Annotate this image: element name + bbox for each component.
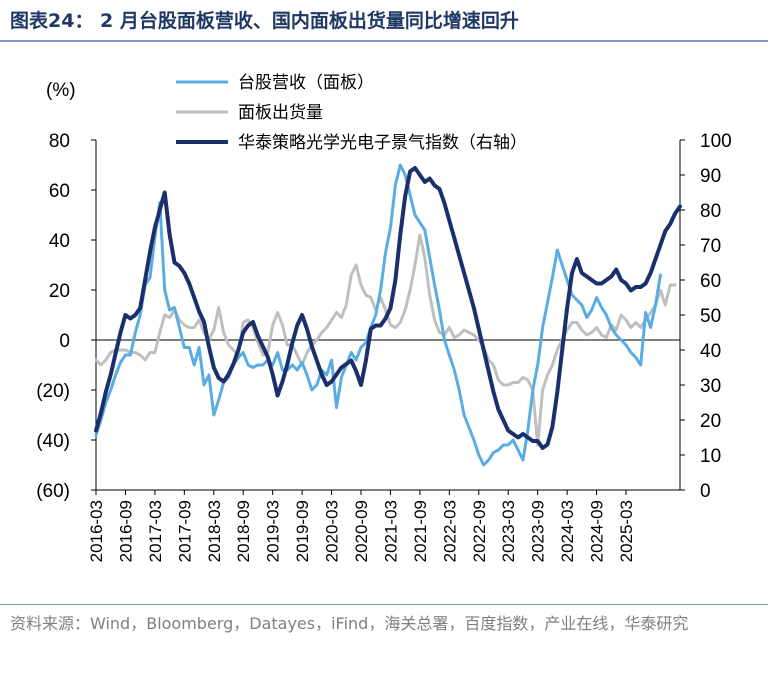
x-tick-label: 2021-03: [381, 500, 400, 562]
x-tick-label: 2023-09: [529, 500, 548, 562]
y-right-tick-label: 0: [700, 481, 711, 502]
x-tick-label: 2023-03: [499, 500, 518, 562]
y-unit-label: (%): [46, 80, 76, 101]
x-tick-label: 2019-09: [293, 500, 312, 562]
y-right-tick-label: 60: [700, 271, 721, 292]
x-tick-label: 2025-03: [617, 500, 636, 562]
legend-label-2: 面板出货量: [238, 103, 323, 123]
x-tick-label: 2018-09: [234, 500, 253, 562]
legend-label-3: 华泰策略光学光电子景气指数（右轴）: [238, 133, 527, 153]
axes: 806040200(20)(40)(60)1009080706050403020…: [36, 131, 732, 562]
y-left-tick-label: 40: [49, 231, 70, 252]
y-left-tick-label: 60: [49, 181, 70, 202]
y-left-tick-label: 80: [49, 131, 70, 152]
series-line-3: [94, 166, 682, 450]
series-line-1: [94, 163, 662, 467]
x-tick-label: 2018-03: [205, 500, 224, 562]
y-right-tick-label: 70: [700, 236, 721, 257]
y-right-tick-label: 30: [700, 376, 721, 397]
y-right-tick-label: 100: [700, 131, 732, 152]
x-tick-label: 2016-03: [87, 500, 106, 562]
series-line-2: [94, 233, 677, 447]
y-left-tick-label: (20): [36, 381, 70, 402]
legend-label-1: 台股营收（面板）: [238, 73, 374, 93]
y-right-tick-label: 40: [700, 341, 721, 362]
x-tick-label: 2022-03: [440, 500, 459, 562]
x-tick-label: 2016-09: [116, 500, 135, 562]
x-tick-label: 2024-09: [588, 500, 607, 562]
x-tick-label: 2020-09: [352, 500, 371, 562]
x-tick-label: 2020-03: [323, 500, 342, 562]
y-left-tick-label: (40): [36, 431, 70, 452]
y-right-tick-label: 50: [700, 306, 721, 327]
source-note: 资料来源：Wind，Bloomberg，Datayes，iFind，海关总署，百…: [10, 614, 689, 633]
y-left-tick-label: (60): [36, 481, 70, 502]
x-tick-label: 2024-03: [558, 500, 577, 562]
y-left-tick-label: 0: [59, 331, 70, 352]
y-right-tick-label: 10: [700, 446, 721, 467]
x-tick-label: 2017-03: [146, 500, 165, 562]
y-right-tick-label: 80: [700, 201, 721, 222]
chart-title: 图表24： 2 月台股面板营收、国内面板出货量同比增速回升: [10, 10, 519, 32]
source-divider: [0, 604, 768, 605]
series-lines: [94, 163, 682, 467]
x-tick-label: 2017-09: [175, 500, 194, 562]
x-tick-label: 2022-09: [470, 500, 489, 562]
x-tick-label: 2021-09: [411, 500, 430, 562]
y-right-tick-label: 90: [700, 166, 721, 187]
y-right-tick-label: 20: [700, 411, 721, 432]
x-tick-label: 2019-03: [264, 500, 283, 562]
title-divider: [0, 40, 768, 42]
y-left-tick-label: 20: [49, 281, 70, 302]
